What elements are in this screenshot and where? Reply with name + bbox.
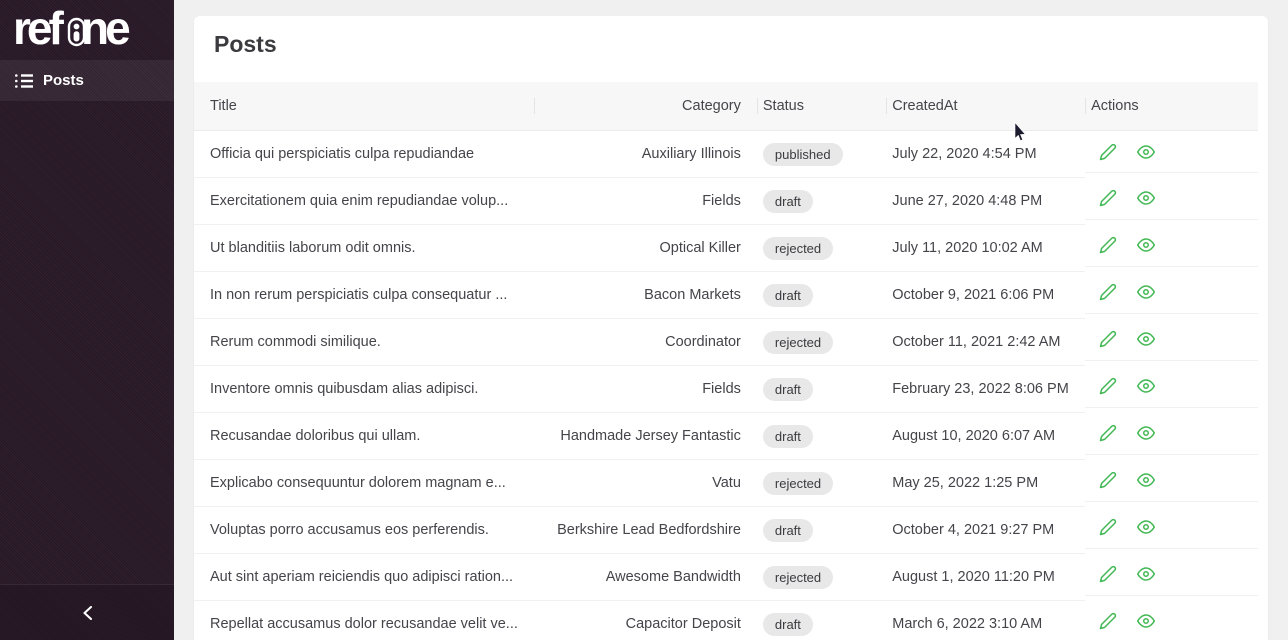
svg-text:ref: ref (16, 8, 64, 54)
svg-text:ne: ne (81, 8, 130, 54)
